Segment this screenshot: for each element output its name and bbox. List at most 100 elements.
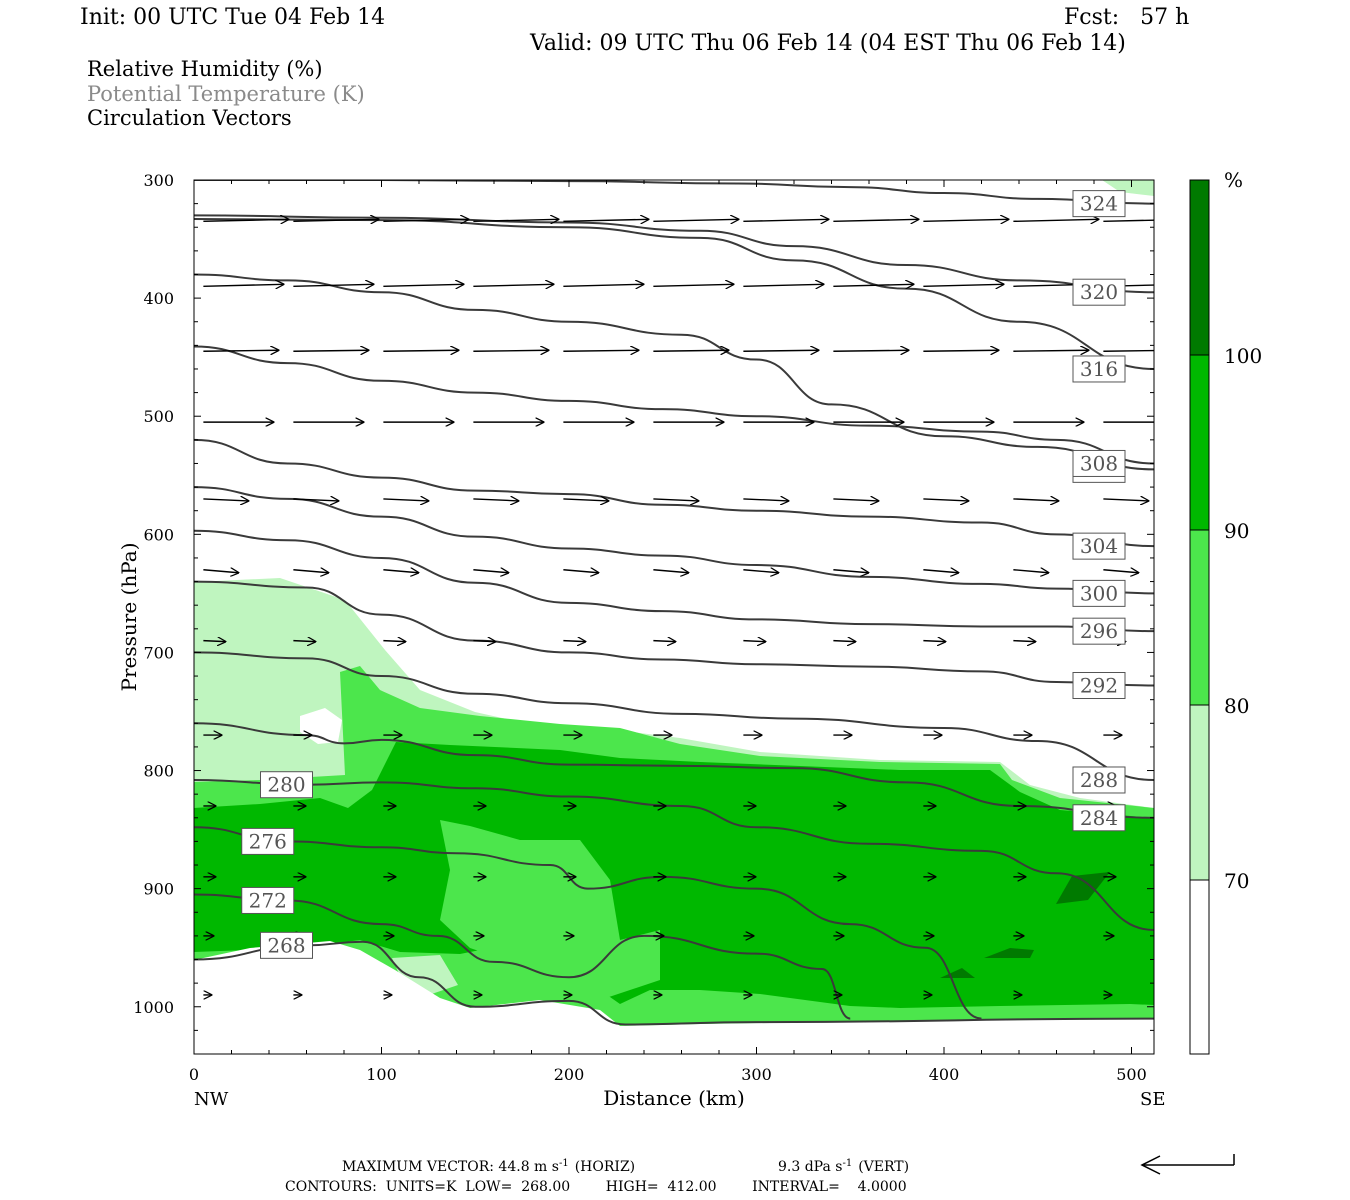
circulation-vector [473, 284, 553, 286]
circulation-vector [1103, 499, 1148, 501]
theta-label-300: 300 [1072, 579, 1126, 607]
theta-label-276: 276 [241, 827, 295, 855]
theta-contour-296 [194, 529, 1154, 633]
circulation-vector [923, 284, 1003, 286]
circulation-vector [563, 350, 638, 351]
circulation-vector [293, 219, 378, 221]
rh-100-patch-southwest [940, 968, 975, 978]
x-tick-label: 100 [366, 1065, 397, 1084]
x-tick-label: 200 [554, 1065, 585, 1084]
y-tick-label: 700 [143, 643, 174, 662]
circulation-vector [923, 219, 1008, 221]
theta-label-text: 272 [249, 888, 287, 912]
theta-label-box [1072, 532, 1126, 560]
theta-contour-268 [194, 940, 1154, 1026]
theta-label-292: 292 [1072, 672, 1126, 700]
circulation-vector [653, 284, 733, 286]
circulation-vector [563, 219, 648, 221]
theta-label-text: 292 [1080, 674, 1118, 698]
reference-vector [1140, 1154, 1235, 1175]
max-vector-vertical: 9.3 dPa s [778, 1159, 842, 1175]
humidity-fill-layer [194, 180, 1154, 1055]
circulation-vector [833, 570, 868, 573]
circulation-vector [203, 350, 278, 351]
circulation-vector [653, 219, 738, 221]
theta-contour-316 [194, 217, 1154, 370]
circulation-vector [203, 641, 225, 642]
circulation-vector [293, 641, 315, 642]
theta-contour-272 [194, 893, 851, 1020]
theta-label-272: 272 [241, 886, 295, 914]
nw-end-label: NW [194, 1089, 229, 1110]
circulation-vector [1103, 219, 1154, 223]
circulation-vector [203, 219, 288, 221]
x-tick-label: 0 [189, 1065, 199, 1084]
circulation-vector [1013, 219, 1098, 221]
circulation-vector [1103, 349, 1154, 352]
axis-tick-layer: 300 400 500 600 700 800 900 1000 0 100 200 300 400 50… [133, 171, 1154, 1084]
theta-contour-layer [194, 180, 1154, 1026]
theta-label-text: 308 [1080, 451, 1118, 475]
init-time: Init: 00 UTC Tue 04 Feb 14 [80, 5, 386, 30]
theta-label-box [1072, 190, 1126, 218]
rh-70-80-top-patch [1102, 180, 1154, 196]
y-tick-label: 900 [143, 880, 174, 899]
y-tick-label: 500 [143, 407, 174, 426]
circulation-vector [833, 219, 918, 221]
circulation-vector [923, 570, 958, 573]
contour-info: CONTOURS: UNITS=K LOW= 268.00 HIGH= 412.… [285, 1179, 907, 1195]
theta-label-box [1072, 617, 1126, 645]
x-tick-label: 400 [929, 1065, 960, 1084]
theta-contour-300 [194, 486, 1154, 595]
y-tick-label: 400 [143, 289, 174, 308]
circulation-vector [743, 641, 765, 642]
legend-relative-humidity: Relative Humidity (%) [87, 57, 323, 81]
rh-100-patch-east [1056, 872, 1110, 904]
theta-label-268: 268 [260, 931, 313, 959]
theta-label-box [1072, 672, 1126, 700]
circulation-vector [563, 284, 643, 286]
theta-label-layer: 3243203163123083043002962922882842802762… [241, 190, 1126, 959]
theta-label-text: 268 [267, 933, 305, 957]
circulation-vector [383, 641, 405, 642]
circulation-vector [743, 284, 823, 286]
circulation-vector [473, 499, 518, 501]
circulation-vector [923, 499, 968, 501]
circulation-vector [563, 499, 608, 501]
theta-label-box [1072, 579, 1126, 607]
max-vector-vert-tag: (VERT) [858, 1159, 909, 1175]
circulation-vector [923, 641, 945, 642]
theta-contour-308 [194, 345, 1154, 465]
max-vector-exp-1: -1 [559, 1158, 569, 1169]
se-end-label: SE [1140, 1089, 1165, 1110]
theta-label-text: 288 [1080, 768, 1118, 792]
circulation-vector [203, 570, 238, 573]
circulation-vector [473, 570, 508, 573]
circulation-vector [383, 570, 418, 573]
max-vector-exp-2: -1 [842, 1158, 852, 1169]
y-tick-label: 1000 [133, 998, 174, 1017]
circulation-vector [833, 350, 908, 351]
circulation-vector [1103, 570, 1138, 573]
colorbar-level-80: 80 [1224, 694, 1249, 718]
theta-contour-312 [194, 273, 1154, 471]
theta-label-text: 320 [1080, 280, 1118, 304]
theta-label-316: 316 [1072, 355, 1126, 383]
circulation-vector [293, 350, 368, 351]
forecast-hour: Fcst: 57 h [1064, 5, 1190, 30]
theta-label-text: 276 [249, 829, 287, 853]
theta-label-box [1072, 355, 1126, 383]
y-axis-label: Pressure (hPa) [117, 543, 141, 692]
colorbar: % 70 80 90 100 [1189, 168, 1262, 1055]
theta-contour-280 [194, 778, 1154, 931]
below-ground-mask [194, 941, 1154, 1055]
colorbar-unit: % [1224, 168, 1243, 192]
circulation-vector [473, 350, 548, 351]
theta-label-text: 324 [1080, 192, 1118, 216]
theta-label-text: 280 [267, 773, 305, 797]
theta-contour-292 [194, 580, 1154, 687]
colorbar-band-80-90 [1189, 529, 1210, 706]
circulation-vector [1013, 350, 1088, 351]
circulation-vector [383, 350, 458, 351]
y-tick-label: 600 [143, 525, 174, 544]
